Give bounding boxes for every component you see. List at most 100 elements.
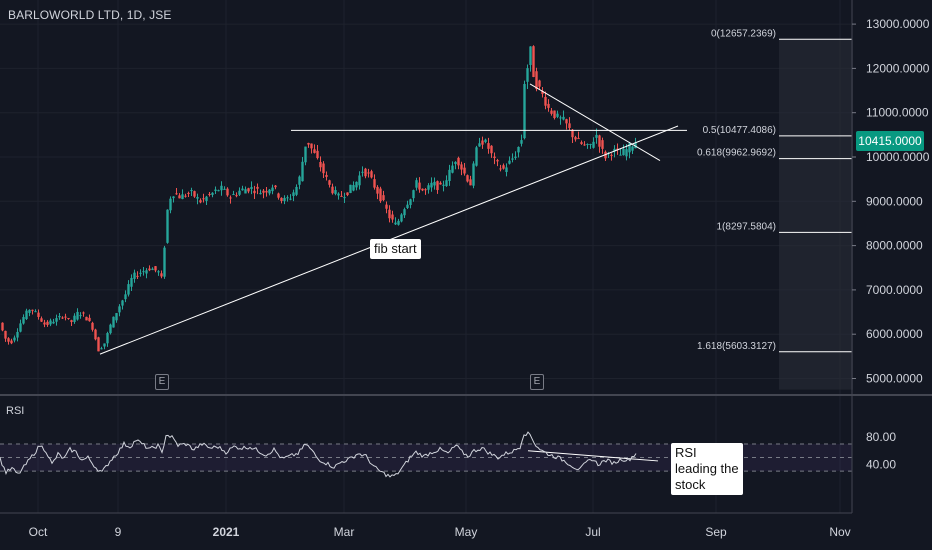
candle-body — [10, 340, 13, 344]
candle-body — [472, 163, 475, 186]
candle-body — [277, 193, 280, 198]
candle-body — [70, 320, 73, 323]
candle-body — [232, 194, 235, 196]
candle-body — [397, 220, 400, 225]
candle-body — [580, 142, 583, 144]
candle-body — [433, 181, 436, 186]
candle-body — [193, 191, 196, 197]
candle-body — [106, 333, 109, 344]
candle-body — [553, 110, 556, 119]
candle-body — [214, 189, 217, 191]
candle-body — [85, 316, 88, 321]
candle-body — [565, 119, 568, 124]
candle-body — [109, 324, 112, 334]
candle-body — [103, 343, 106, 347]
candle-body — [79, 315, 82, 317]
time-tick-label: Sep — [705, 525, 727, 539]
fib-lines — [779, 38, 853, 390]
candle-body — [484, 139, 487, 143]
candle-body — [295, 186, 298, 195]
candle-body — [511, 158, 514, 160]
candle-body — [226, 188, 229, 196]
rsi-axis[interactable]: 80.00 40.00 — [866, 430, 896, 471]
candle-body — [493, 156, 496, 159]
candle-body — [421, 188, 424, 191]
candle-body — [568, 123, 571, 128]
fib-start-callout[interactable]: fib start — [370, 239, 421, 259]
earnings-marker[interactable]: E — [530, 374, 544, 390]
candle-body — [127, 284, 130, 295]
candle-body — [382, 195, 385, 201]
candle-body — [217, 190, 220, 192]
candle-body — [49, 320, 52, 325]
candle-body — [487, 143, 490, 149]
candle-body — [415, 180, 418, 188]
candle-body — [136, 275, 139, 277]
candle-body — [202, 198, 205, 200]
candle-body — [133, 272, 136, 279]
candle-body — [274, 185, 277, 188]
candle-body — [124, 294, 127, 300]
candle-body — [280, 197, 283, 201]
trend-line — [529, 83, 661, 161]
candle-body — [271, 187, 274, 192]
candle-body — [445, 180, 448, 187]
candle-body — [283, 197, 286, 202]
candle-body — [322, 163, 325, 174]
candle-body — [601, 140, 604, 149]
candle-body — [58, 315, 61, 318]
candle-body — [265, 191, 268, 193]
candle-body — [520, 140, 523, 144]
candle-body — [505, 167, 508, 172]
candle-body — [436, 181, 439, 191]
candle-body — [514, 156, 517, 158]
price-axis[interactable]: 13000.0000 12000.0000 11000.0000 10000.0000… — [852, 17, 930, 386]
price-grid — [0, 0, 852, 513]
earnings-marker[interactable]: E — [155, 374, 169, 390]
candle-body — [25, 310, 28, 320]
candle-body — [517, 146, 520, 153]
candle-body — [586, 144, 589, 146]
candle-body — [208, 193, 211, 195]
candle-body — [205, 196, 208, 201]
price-tick-label: 11000.0000 — [866, 106, 929, 120]
candle-body — [13, 337, 16, 341]
candle-body — [343, 197, 346, 199]
candle-body — [52, 321, 55, 324]
rsi-leading-callout[interactable]: RSI leading the stock — [671, 443, 743, 495]
candle-body — [478, 143, 481, 147]
candle-body — [181, 194, 184, 200]
candle-body — [112, 316, 115, 328]
candle-body — [223, 188, 226, 190]
candle-body — [154, 266, 157, 271]
candle-body — [412, 190, 415, 199]
candle-body — [73, 315, 76, 322]
candle-body — [616, 148, 619, 150]
candle-body — [454, 161, 457, 165]
candle-body — [286, 197, 289, 199]
candle-body — [352, 185, 355, 191]
candle-body — [190, 190, 193, 192]
candle-body — [544, 96, 547, 106]
rsi-guides — [0, 443, 852, 472]
fib-level-label: 0.5(10477.4086) — [703, 125, 776, 136]
candle-body — [19, 323, 22, 332]
candle-body — [400, 214, 403, 222]
candle-body — [571, 129, 574, 138]
candle-body — [46, 321, 49, 325]
candle-body — [547, 103, 550, 108]
candle-body — [316, 150, 319, 159]
candle-body — [166, 209, 169, 243]
candle-body — [625, 149, 628, 157]
candle-body — [457, 157, 460, 166]
candle-body — [142, 271, 145, 273]
time-axis[interactable]: Oct 9 2021 Mar May Jul Sep Nov — [29, 525, 851, 539]
candle-body — [301, 161, 304, 182]
rsi-indicator-label[interactable]: RSI — [6, 405, 25, 417]
candle-body — [424, 189, 427, 191]
candle-body — [118, 306, 121, 313]
price-tick-label: 13000.0000 — [866, 17, 930, 31]
candle-body — [538, 80, 541, 87]
candle-body — [40, 318, 43, 322]
